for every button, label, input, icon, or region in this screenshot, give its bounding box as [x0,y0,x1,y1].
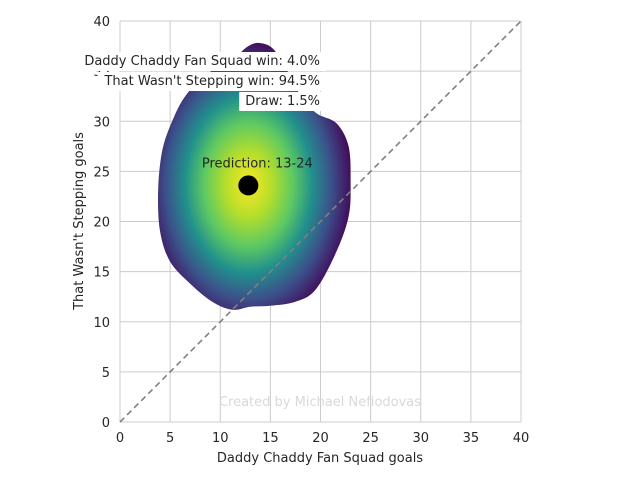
x-tick-label-5: 25 [362,431,379,446]
prediction-label: Prediction: 13-24 [202,156,313,171]
prediction-point [238,175,259,196]
y-tick-label-3: 15 [93,266,110,281]
y-tick-label-1: 5 [102,366,110,381]
y-tick-label-5: 25 [93,165,110,180]
y-tick-label-8: 40 [93,15,110,30]
y-axis-title: That Wasn't Stepping goals [72,132,87,311]
x-tick-label-6: 30 [412,431,429,446]
watermark-text: Created by Michael Nefiodovas [219,395,421,410]
y-tick-label-2: 10 [93,316,110,331]
x-tick-label-4: 20 [312,431,329,446]
x-tick-label-3: 15 [262,431,279,446]
x-tick-label-0: 0 [116,431,124,446]
annotation-1: That Wasn't Stepping win: 94.5% [103,74,320,89]
annotation-bg-0 [78,52,326,71]
y-tick-label-6: 30 [93,115,110,130]
x-tick-label-8: 40 [513,431,530,446]
tick-labels: 05101520253035400510152025303540 [93,15,529,446]
y-tick-label-4: 20 [93,216,110,231]
diagonal-reference [119,20,522,423]
x-axis-title: Daddy Chaddy Fan Squad goals [217,451,423,466]
y-tick-label-0: 0 [102,416,110,431]
x-tick-label-1: 5 [166,431,174,446]
annotation-0: Daddy Chaddy Fan Squad win: 4.0% [84,54,320,69]
annotation-bg-1 [97,72,326,91]
diagonal-line [119,20,522,423]
x-tick-label-2: 10 [212,431,229,446]
prediction-marker-group: Prediction: 13-24 [202,156,313,196]
x-tick-label-7: 35 [463,431,480,446]
probability-annotations: Daddy Chaddy Fan Squad win: 4.0% That Was… [78,52,326,111]
annotation-bg-2 [239,92,326,111]
annotation-2: Draw: 1.5% [245,94,320,109]
